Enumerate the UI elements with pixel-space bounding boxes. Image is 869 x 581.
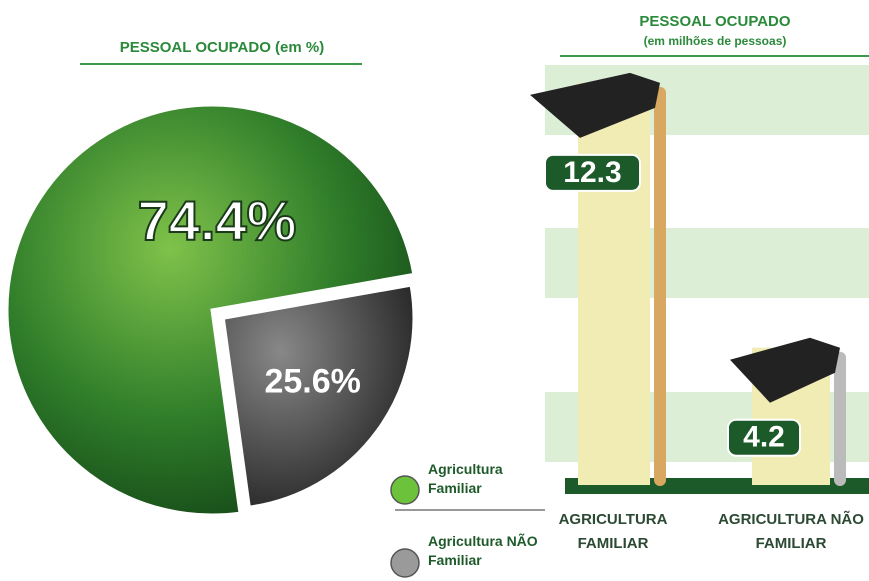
legend-label: Agricultura NÃO Familiar — [428, 533, 538, 568]
x-tick-label: AGRICULTURA FAMILIAR — [558, 511, 668, 552]
value-badge — [544, 153, 641, 192]
data-label: 74.4% — [138, 189, 297, 252]
hoe-blade — [530, 72, 660, 138]
bar-title: PESSOAL OCUPADO — [639, 13, 790, 30]
legend-swatch — [390, 548, 420, 578]
hoe-blade — [730, 337, 840, 403]
data-label: 12.3 — [563, 156, 621, 189]
data-label: 4.2 — [743, 421, 785, 454]
x-tick-label: AGRICULTURA NÃO FAMILIAR — [718, 511, 864, 552]
pie-slice — [221, 283, 416, 509]
data-label: 25.6% — [264, 362, 360, 400]
legend-label: Agricultura Familiar — [428, 461, 503, 496]
bar-subtitle: (em milhões de pessoas) — [644, 34, 787, 48]
pie-title: PESSOAL OCUPADO (em %) — [120, 39, 324, 56]
pie-slice — [5, 103, 416, 517]
bar — [578, 82, 650, 485]
legend-swatch — [390, 475, 420, 505]
value-badge — [727, 418, 801, 457]
